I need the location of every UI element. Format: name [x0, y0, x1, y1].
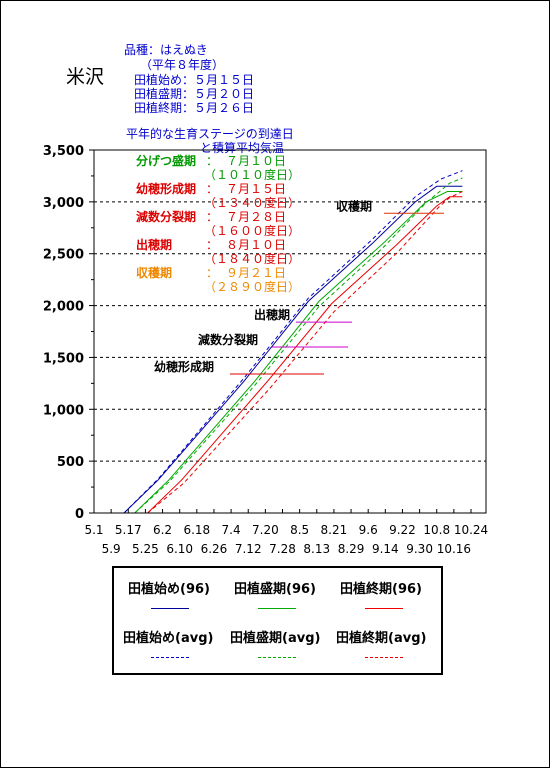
- y-tick-label: 1,000: [43, 403, 84, 418]
- series-line: [134, 177, 463, 514]
- legend-label-start-avg: 田植始め(avg): [123, 631, 214, 646]
- stage-separator: ：: [206, 266, 218, 280]
- x-tick-label: 8.21: [321, 523, 348, 537]
- stage-date: ９月２１日: [226, 266, 286, 280]
- x-tick-label: 6.2: [153, 523, 172, 537]
- series-line: [123, 170, 463, 514]
- x-tick-label: 8.13: [303, 542, 330, 556]
- stage-temp: （１３４０度日）: [204, 195, 300, 210]
- stage-separator: ：: [206, 154, 218, 168]
- y-tick-label: 500: [57, 455, 84, 470]
- variety-label: 品種：はえぬき: [124, 43, 208, 57]
- x-tick-label: 10.24: [454, 523, 488, 537]
- stage-marker-label: 幼穂形成期: [154, 359, 214, 374]
- x-tick-label: 9.6: [359, 523, 378, 537]
- legend-swatch-peak-96: [258, 608, 296, 609]
- legend-swatch-start-96: [151, 608, 189, 609]
- stage-date: ８月１０日: [226, 238, 286, 252]
- plant-end-label: 田植終期：５月２６日: [134, 101, 255, 115]
- legend-swatch-peak-avg: [258, 657, 296, 658]
- x-tick-label: 8.29: [338, 542, 365, 556]
- station-name: 米沢: [66, 66, 105, 88]
- y-tick-label: 3,000: [43, 196, 84, 211]
- x-tick-label: 6.18: [183, 523, 210, 537]
- x-tick-label: 5.17: [115, 523, 142, 537]
- stage-name: 出穂期: [136, 237, 172, 252]
- stage-date: ７月１５日: [226, 182, 286, 196]
- stage-date: ７月２８日: [226, 210, 286, 224]
- x-tick-label: 7.28: [269, 542, 296, 556]
- x-tick-label: 10.16: [437, 542, 471, 556]
- plant-peak-label: 田植盛期：５月２０日: [134, 87, 255, 101]
- x-tick-label: 10.8: [423, 523, 450, 537]
- stage-date: ７月１０日: [226, 154, 286, 168]
- stage-name: 減数分裂期: [136, 209, 196, 224]
- plant-start-label: 田植始め：５月１５日: [134, 73, 255, 87]
- legend-label-peak-96: 田植盛期(96): [234, 582, 316, 597]
- legend-swatch-end-avg: [365, 657, 403, 658]
- stage-name: 収穫期: [136, 265, 172, 280]
- x-tick-label: 6.10: [166, 542, 193, 556]
- series-line: [123, 185, 463, 514]
- stage-subtitle: と積算平均気温: [200, 141, 285, 155]
- y-tick-label: 2,000: [43, 300, 84, 315]
- x-tick-label: 5.25: [132, 542, 159, 556]
- y-tick-label: 3,500: [43, 144, 84, 159]
- stage-temp: （１６００度日）: [204, 223, 300, 238]
- y-tick-label: 0: [75, 507, 84, 522]
- x-tick-label: 9.22: [389, 523, 416, 537]
- stage-marker-label: 出穂期: [254, 307, 290, 322]
- stage-title: 平年的な生育ステージの到達日: [126, 127, 294, 141]
- x-tick-label: 9.14: [372, 542, 399, 556]
- stage-name: 分げつ盛期: [136, 153, 196, 168]
- year-label: （平年８年度）: [140, 58, 225, 72]
- x-tick-label: 5.9: [102, 542, 121, 556]
- legend-label-start-96: 田植始め(96): [128, 582, 210, 597]
- legend-swatch-start-avg: [151, 657, 189, 658]
- series-line: [134, 191, 463, 514]
- legend-label-peak-avg: 田植盛期(avg): [230, 631, 321, 646]
- x-tick-label: 9.30: [406, 542, 433, 556]
- stage-temp: （１０１０度日）: [204, 167, 300, 182]
- stage-temp: （２８９０度日）: [204, 279, 300, 294]
- x-tick-label: 6.26: [201, 542, 228, 556]
- x-tick-label: 7.20: [252, 523, 279, 537]
- y-tick-label: 2,500: [43, 248, 84, 263]
- growth-chart: 0 500 1,000 1,500 2,000 2,500 3,000 3,500 5.1 5.…: [43, 144, 488, 556]
- x-tick-label: 5.1: [84, 523, 103, 537]
- x-tick-label: 7.12: [235, 542, 262, 556]
- stage-name: 幼穂形成期: [136, 181, 196, 196]
- stage-temp: （１８４０度日）: [204, 251, 300, 266]
- series-line: [147, 196, 463, 514]
- series-line: [147, 191, 463, 514]
- x-tick-label: 7.4: [222, 523, 241, 537]
- stage-separator: ：: [206, 210, 218, 224]
- stage-separator: ：: [206, 238, 218, 252]
- legend: 田植始め(96) 田植盛期(96) 田植終期(96) 田植始め(avg) 田植盛…: [112, 566, 443, 675]
- stage-separator: ：: [206, 182, 218, 196]
- legend-label-end-96: 田植終期(96): [340, 582, 422, 597]
- legend-label-end-avg: 田植終期(avg): [336, 631, 427, 646]
- stage-marker-label: 減数分裂期: [198, 332, 258, 347]
- y-tick-label: 1,500: [43, 351, 84, 366]
- stage-marker-label: 収穫期: [336, 198, 372, 213]
- legend-swatch-end-96: [365, 608, 403, 609]
- x-tick-label: 8.5: [290, 523, 309, 537]
